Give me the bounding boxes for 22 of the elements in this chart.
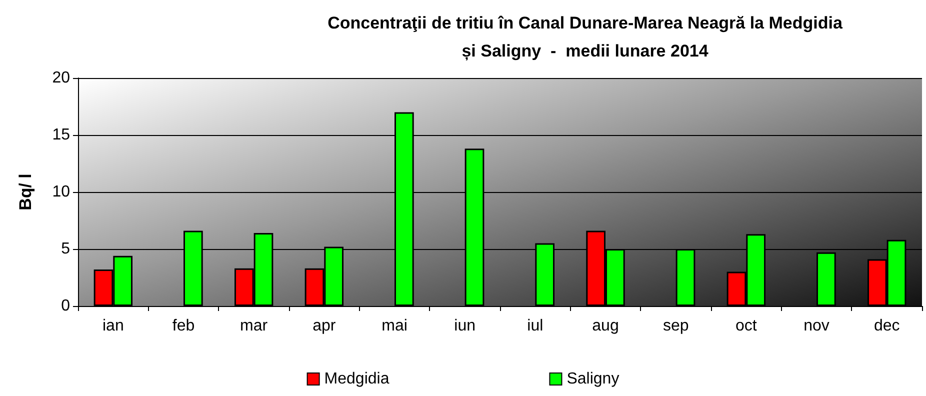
legend-label: Saligny — [566, 370, 620, 388]
x-tick-label: iun — [454, 318, 476, 334]
legend-label: Medgidia — [324, 370, 390, 388]
y-tick-label: 0 — [61, 298, 70, 314]
bar — [816, 252, 836, 306]
x-tick-label: ian — [102, 318, 124, 334]
y-axis-title: Bq/ l — [16, 174, 35, 210]
x-tick-label: nov — [804, 318, 830, 334]
x-tick-label: iul — [527, 318, 544, 334]
y-tick-label: 5 — [61, 240, 70, 258]
x-tick-label: mar — [240, 318, 268, 334]
x-tick-label: dec — [874, 318, 900, 334]
x-tick-label: apr — [312, 318, 336, 334]
x-tick-label: oct — [735, 318, 758, 334]
y-tick-label: 15 — [52, 126, 70, 144]
x-tick-label: mai — [382, 318, 408, 334]
chart-title: Concentraţii de tritiu în Canal Dunare-Marea Neagră la Medgidia și Saligny - medii lunare 2014 — [328, 14, 843, 60]
y-tick-label: 20 — [52, 70, 70, 86]
x-tick-label: sep — [662, 318, 689, 334]
x-tick-label: feb — [172, 318, 195, 334]
y-tick-label: 10 — [52, 184, 70, 200]
x-tick-label: aug — [592, 318, 619, 334]
